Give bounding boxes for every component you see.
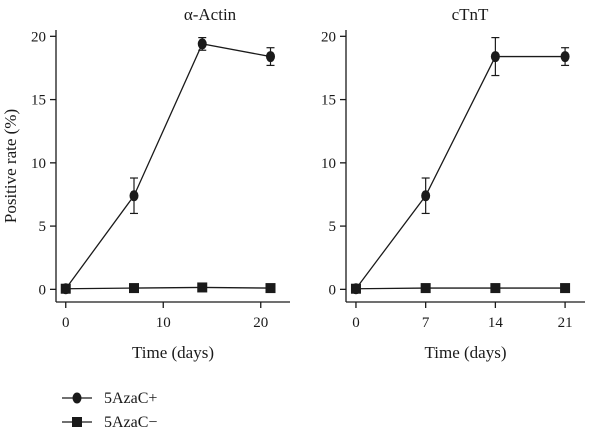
y-axis-title: Positive rate (%) xyxy=(1,109,20,223)
y-tick-label: 5 xyxy=(39,219,47,235)
series-line xyxy=(65,286,271,290)
y-tick-label: 10 xyxy=(321,156,336,172)
y-tick-label: 0 xyxy=(329,282,337,298)
series-line xyxy=(355,55,566,290)
data-point-circle xyxy=(197,38,207,50)
x-tick-label: 20 xyxy=(253,315,268,331)
data-point-square xyxy=(420,283,431,294)
x-tick-label: 14 xyxy=(488,315,504,331)
data-point-square xyxy=(560,283,571,294)
panel-title: α-Actin xyxy=(184,5,237,24)
data-point-square xyxy=(129,283,139,294)
data-point-square xyxy=(490,283,501,294)
data-point-circle xyxy=(421,190,431,202)
y-tick-label: 20 xyxy=(321,29,336,45)
y-tick-label: 15 xyxy=(321,93,336,109)
data-point-circle xyxy=(266,51,275,63)
data-point-square xyxy=(350,283,361,294)
y-tick-label: 15 xyxy=(31,93,46,109)
legend-label: 5AzaC+ xyxy=(104,390,157,407)
legend-label: 5AzaC− xyxy=(104,414,157,431)
chart-alpha-actin: α-Actin 0 5 10 15 20 0 10 20 Time (days) Positive … xyxy=(1,5,290,362)
legend: 5AzaC+ 5AzaC− xyxy=(62,390,157,431)
data-point-square xyxy=(60,283,71,294)
y-tick-label: 10 xyxy=(31,156,46,172)
data-point-square xyxy=(197,282,208,293)
data-point-circle xyxy=(129,190,139,202)
y-tick-label: 5 xyxy=(329,219,337,235)
legend-marker-square xyxy=(72,417,82,427)
data-point-square xyxy=(265,283,276,294)
legend-marker-circle xyxy=(72,392,82,404)
data-point-circle xyxy=(490,51,500,63)
x-axis-title: Time (days) xyxy=(424,343,506,362)
panel-title: cTnT xyxy=(452,5,489,24)
y-tick-label: 0 xyxy=(39,282,47,298)
y-tick-label: 20 xyxy=(31,29,46,45)
series-line xyxy=(65,43,271,290)
x-tick-label: 7 xyxy=(422,315,430,331)
x-tick-label: 21 xyxy=(558,315,573,331)
x-axis-title: Time (days) xyxy=(132,343,214,362)
x-tick-label: 10 xyxy=(156,315,171,331)
x-tick-label: 0 xyxy=(62,315,70,331)
x-tick-label: 0 xyxy=(352,315,360,331)
data-point-circle xyxy=(560,51,570,63)
chart-ctnt: cTnT 0 5 10 15 20 0 7 14 21 Time (days) xyxy=(321,5,585,362)
series-line xyxy=(355,287,566,290)
